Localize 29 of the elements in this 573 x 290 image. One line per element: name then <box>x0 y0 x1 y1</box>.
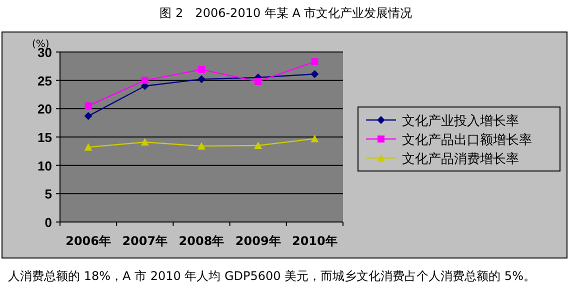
legend-label: 文化产品出口额增长率 <box>402 132 532 148</box>
y-tick-label: 0 <box>44 215 52 230</box>
point <box>140 138 149 146</box>
y-tick-label: 15 <box>38 130 52 145</box>
point <box>254 142 262 149</box>
point <box>310 134 319 142</box>
y-tick-label: 20 <box>38 102 52 117</box>
point <box>198 75 206 84</box>
y-tick-label: 10 <box>38 158 52 174</box>
title: 图 2 2006-2010 年某 A 市文化产业发展情况 <box>160 6 412 20</box>
legend-label: 文化产品消费增长率 <box>402 151 519 167</box>
x-tick-label: 2009年 <box>235 234 281 248</box>
legend-label: 文化产业投入增长率 <box>402 113 519 129</box>
point <box>311 58 318 66</box>
point <box>84 143 92 151</box>
x-tick-label: 2007年 <box>122 234 168 248</box>
x-tick-label: 2008年 <box>178 234 224 248</box>
point <box>198 142 206 150</box>
y-tick-label: 25 <box>38 73 52 88</box>
x-tick-label: 2006年 <box>66 234 112 248</box>
point <box>254 78 262 85</box>
point <box>141 76 148 84</box>
x-tick-label: 2010年 <box>292 234 338 248</box>
annotation: 人消费总额的 18%，A 市 2010 年人均 GDP5600 美元，而城乡文化消费占个人消费总额的 5%。 <box>8 269 536 283</box>
point <box>198 66 205 74</box>
point <box>84 112 92 120</box>
point <box>84 102 92 110</box>
y-tick-label: 5 <box>44 186 52 202</box>
point <box>310 70 319 78</box>
